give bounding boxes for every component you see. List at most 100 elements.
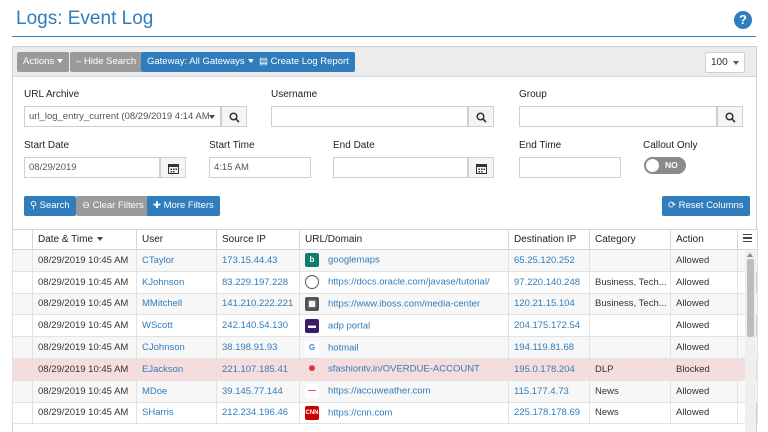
reset-columns-button[interactable]: ⟳ Reset Columns — [662, 196, 750, 216]
cell-category — [589, 249, 671, 272]
search-button[interactable]: ⚲ Search — [24, 196, 76, 216]
cell-source-ip[interactable]: 242.140.54.130 — [216, 314, 300, 338]
cell-action: Blocked — [670, 357, 738, 381]
cell-url-domain[interactable]: CNN https://cnn.com — [299, 401, 509, 425]
header-destination-ip[interactable]: Destination IP — [508, 229, 590, 250]
end-date-input[interactable] — [333, 157, 468, 178]
column-menu-button[interactable] — [737, 229, 758, 250]
cell-source-ip[interactable]: 39.145.77.144 — [216, 379, 300, 403]
cell-url-domain[interactable]: https://docs.oracle.com/javase/tutorial/ — [299, 270, 509, 294]
cell-url-domain[interactable]: b googlemaps — [299, 249, 509, 272]
cell-source-ip[interactable]: 212.234.196.46 — [216, 401, 300, 425]
end-time-input[interactable] — [519, 157, 621, 178]
cell-destination-ip[interactable]: 97.220.140.248 — [508, 270, 590, 294]
table-row[interactable]: 08/29/2019 10:45 AM KJohnson 83.229.197.22… — [12, 270, 758, 294]
table-row[interactable]: 08/29/2019 10:45 AM MMitchell 141.210.222.… — [12, 292, 758, 316]
cell-destination-ip[interactable]: 204.175.172.54 — [508, 314, 590, 338]
cell-user[interactable]: MMitchell — [136, 292, 217, 316]
url-text[interactable]: https://accuweather.com — [328, 385, 431, 397]
actions-button[interactable]: Actions — [17, 52, 70, 72]
table-row[interactable]: 08/29/2019 10:45 AM CTaylor 173.15.44.43 b g… — [12, 249, 758, 272]
username-input[interactable] — [271, 106, 468, 127]
url-text[interactable]: https://www.iboss.com/media-center — [328, 298, 481, 310]
cell-source-ip[interactable]: 173.15.44.43 — [216, 249, 300, 272]
cell-destination-ip[interactable]: 225.178.178.69 — [508, 401, 590, 425]
start-date-input[interactable]: 08/29/2019 — [24, 157, 160, 178]
cell-destination-ip[interactable]: 65.25.120.252 — [508, 249, 590, 272]
cell-destination-ip[interactable]: 194.119.81.68 — [508, 336, 590, 359]
url-archive-select[interactable]: url_log_entry_current (08/29/2019 4:14 A… — [24, 106, 221, 127]
cell-user[interactable]: SHarris — [136, 401, 217, 425]
url-text[interactable]: hotmail — [328, 342, 359, 354]
table-scrollbar[interactable] — [745, 251, 756, 432]
cell-user[interactable]: EJackson — [136, 357, 217, 381]
header-source-ip[interactable]: Source IP — [216, 229, 300, 250]
cell-destination-ip[interactable]: 120.21.15.104 — [508, 292, 590, 316]
row-select-cell — [12, 401, 33, 425]
table-row[interactable]: 08/29/2019 10:45 AM EJackson 221.107.185.4… — [12, 357, 758, 381]
google-icon: G — [305, 340, 319, 355]
cell-user[interactable]: KJohnson — [136, 270, 217, 294]
cell-url-domain[interactable]: ✺ sfashiontv.in/OVERDUE-ACCOUNT — [299, 357, 509, 381]
table-row[interactable]: 08/29/2019 10:45 AM SHarris 212.234.196.46… — [12, 401, 758, 425]
hide-search-button[interactable]: – Hide Search — [70, 52, 143, 72]
cell-source-ip[interactable]: 221.107.185.41 — [216, 357, 300, 381]
row-select-cell — [12, 270, 33, 294]
end-date-calendar-button[interactable] — [468, 157, 494, 178]
header-category[interactable]: Category — [589, 229, 671, 250]
cell-category — [589, 336, 671, 359]
scroll-up-icon[interactable] — [747, 253, 753, 257]
callout-only-toggle[interactable]: NO — [644, 157, 686, 174]
cell-category: News — [589, 401, 671, 425]
cell-category — [589, 314, 671, 338]
url-text[interactable]: https://docs.oracle.com/javase/tutorial/ — [328, 276, 490, 288]
gateway-dropdown[interactable]: Gateway: All Gateways — [141, 52, 260, 72]
group-input[interactable] — [519, 106, 717, 127]
header-user[interactable]: User — [136, 229, 217, 250]
adp-icon: ▬ — [305, 318, 319, 333]
table-header: Date & Time User Source IP URL/Domain De… — [12, 229, 758, 250]
cell-source-ip[interactable]: 141.210.222.221 — [216, 292, 300, 316]
cell-user[interactable]: CTaylor — [136, 249, 217, 272]
header-date-time[interactable]: Date & Time — [32, 229, 137, 250]
cell-user[interactable]: WScott — [136, 314, 217, 338]
cell-date-time: 08/29/2019 10:45 AM — [32, 357, 137, 381]
header-select — [12, 229, 33, 250]
cell-destination-ip[interactable]: 195.0.178.204 — [508, 357, 590, 381]
cell-action: Allowed — [670, 314, 738, 338]
cell-user[interactable]: CJohnson — [136, 336, 217, 359]
url-text[interactable]: sfashiontv.in/OVERDUE-ACCOUNT — [328, 363, 480, 375]
cell-user[interactable]: MDoe — [136, 379, 217, 403]
table-row[interactable]: 08/29/2019 10:45 AM MDoe 39.145.77.144 — htt… — [12, 379, 758, 403]
toggle-state: NO — [665, 160, 678, 170]
header-action[interactable]: Action — [670, 229, 738, 250]
page-size-select[interactable]: 100 — [705, 52, 745, 73]
row-select-cell — [12, 379, 33, 403]
help-icon[interactable]: ? — [734, 11, 752, 29]
more-filters-button[interactable]: ✚ More Filters — [147, 196, 220, 216]
create-log-report-button[interactable]: ▤ Create Log Report — [253, 52, 355, 72]
url-text[interactable]: googlemaps — [328, 254, 380, 266]
start-date-calendar-button[interactable] — [160, 157, 186, 178]
table-row[interactable]: 08/29/2019 10:45 AM WScott 242.140.54.130 ▬… — [12, 314, 758, 338]
url-archive-search-button[interactable] — [221, 106, 247, 127]
cell-url-domain[interactable]: ▦ https://www.iboss.com/media-center — [299, 292, 509, 316]
cell-source-ip[interactable]: 83.229.197.228 — [216, 270, 300, 294]
cell-source-ip[interactable]: 38.198.91.93 — [216, 336, 300, 359]
username-search-button[interactable] — [468, 106, 494, 127]
cell-date-time: 08/29/2019 10:45 AM — [32, 270, 137, 294]
start-time-input[interactable]: 4:15 AM — [209, 157, 311, 178]
scrollbar-thumb[interactable] — [747, 259, 754, 337]
url-text[interactable]: adp portal — [328, 320, 371, 332]
cell-destination-ip[interactable]: 115.177.4.73 — [508, 379, 590, 403]
header-url-domain[interactable]: URL/Domain — [299, 229, 509, 250]
start-time-label: Start Time — [209, 140, 255, 151]
cell-url-domain[interactable]: ▬ adp portal — [299, 314, 509, 338]
url-text[interactable]: https://cnn.com — [328, 407, 393, 419]
cell-url-domain[interactable]: — https://accuweather.com — [299, 379, 509, 403]
table-row[interactable]: 08/29/2019 10:45 AM CJohnson 38.198.91.93 G… — [12, 336, 758, 359]
group-search-button[interactable] — [717, 106, 743, 127]
clear-filters-button[interactable]: ⊖ Clear Filters — [76, 196, 150, 216]
header-label: Date & Time — [38, 234, 94, 245]
